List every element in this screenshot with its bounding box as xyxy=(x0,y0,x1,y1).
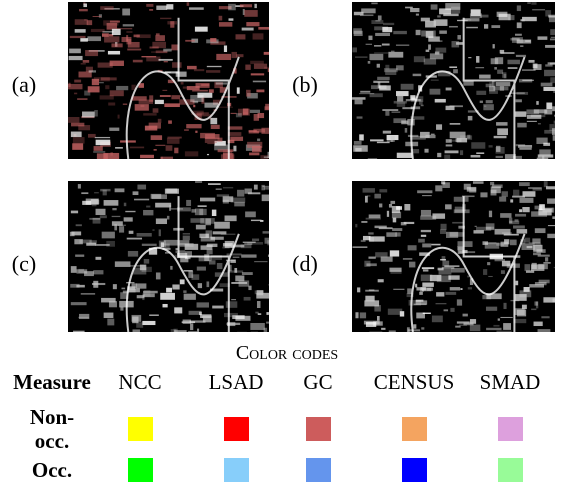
color-codes-title: Color codes xyxy=(235,342,339,364)
image-texture xyxy=(352,2,568,164)
header-cell: LSAD xyxy=(208,370,264,394)
header-cell: GC xyxy=(303,370,333,394)
panel-image xyxy=(352,2,568,164)
panel-label: (b) xyxy=(292,72,318,97)
panel-image xyxy=(352,181,559,337)
color-swatch xyxy=(306,458,331,482)
header-cell: NCC xyxy=(118,370,162,394)
header-cell: SMAD xyxy=(479,370,541,394)
image-texture xyxy=(69,181,285,339)
color-swatch xyxy=(224,417,249,441)
row-label: Occ. xyxy=(31,458,73,482)
header-cell: CENSUS xyxy=(373,370,455,394)
color-swatch xyxy=(402,417,427,441)
panel-image xyxy=(68,181,285,339)
color-swatch xyxy=(128,417,153,441)
color-swatch xyxy=(128,458,153,482)
color-swatch xyxy=(498,458,523,482)
color-swatch xyxy=(306,417,331,441)
color-swatch xyxy=(402,458,427,482)
image-texture xyxy=(68,2,282,164)
panel-label: (a) xyxy=(11,72,37,97)
row-label: Non-occ. xyxy=(29,405,75,453)
header-cell: Measure xyxy=(13,370,91,394)
color-swatch xyxy=(224,458,249,482)
panel-image xyxy=(68,2,282,164)
image-texture xyxy=(352,181,559,337)
color-swatch xyxy=(498,417,523,441)
panel-label: (c) xyxy=(11,251,37,276)
panel-label: (d) xyxy=(292,251,318,276)
